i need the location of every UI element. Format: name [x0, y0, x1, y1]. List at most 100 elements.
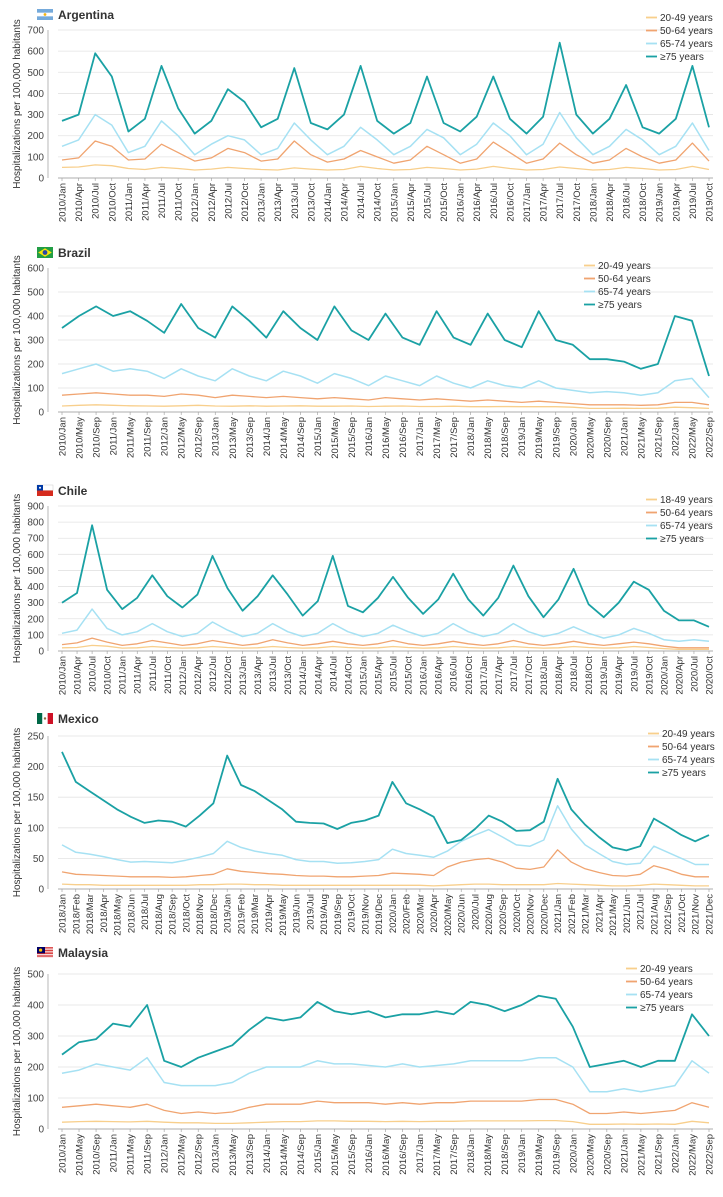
x-tick-label: 2011/May [126, 417, 137, 458]
legend-label: 65-74 years [640, 990, 693, 1001]
x-tick-label: 2019/Jun [292, 894, 303, 933]
x-tick-label: 2018/May [113, 894, 124, 936]
x-tick-label: 2012/Jul [223, 183, 234, 219]
x-tick-label: 2020/Jun [457, 894, 468, 933]
x-tick-label: 2012/Sep [194, 417, 205, 458]
x-tick-label: 2011/Jan [118, 656, 129, 694]
legend-label: 18-49 years [660, 495, 713, 506]
malaysia-flag-icon [37, 947, 53, 958]
x-tick-label: 2012/Jan [178, 656, 189, 695]
x-tick-label: 2015/May [330, 1134, 341, 1176]
x-tick-label: 2010/Apr [73, 656, 84, 695]
y-tick-label: 600 [27, 550, 44, 561]
x-tick-label: 2022/Jan [670, 1134, 681, 1173]
x-tick-label: 2015/Jul [389, 656, 400, 692]
x-tick-label: 2012/Oct [223, 656, 234, 695]
legend-label: 20-49 years [598, 261, 651, 272]
x-tick-label: 2016/May [381, 417, 392, 459]
x-tick-label: 2014/May [279, 1134, 290, 1176]
x-tick-label: 2013/Jan [238, 656, 249, 695]
x-tick-label: 2010/Jul [88, 656, 99, 692]
x-tick-label: 2022/Jan [670, 417, 681, 456]
x-tick-label: 2014/Sep [296, 1134, 307, 1175]
y-tick-label: 100 [27, 152, 44, 163]
flag-band [37, 491, 53, 497]
x-tick-label: 2017/Sep [449, 1134, 460, 1175]
x-tick-label: 2017/Jan [522, 183, 533, 222]
flag-stripe [37, 956, 53, 957]
x-tick-label: 2021/Nov [691, 894, 702, 935]
x-tick-label: 2011/Jul [148, 656, 159, 691]
x-tick-label: 2014/Jan [262, 1134, 273, 1173]
x-tick-label: 2017/Oct [524, 656, 535, 695]
x-tick-label: 2016/Jan [456, 183, 467, 222]
legend-label: 50-64 years [598, 274, 651, 285]
x-tick-label: 2018/Oct [638, 183, 649, 222]
x-tick-label: 2013/Sep [245, 1134, 256, 1175]
x-tick-label: 2011/Sep [143, 417, 154, 457]
x-tick-label: 2018/Apr [605, 183, 616, 222]
x-tick-label: 2021/Mar [581, 894, 592, 934]
y-tick-label: 300 [27, 1032, 44, 1043]
x-tick-label: 2018/Apr [554, 656, 565, 695]
x-tick-label: 2013/May [228, 417, 239, 459]
x-tick-label: 2020/Apr [674, 656, 685, 695]
x-tick-label: 2016/Jul [449, 656, 460, 692]
x-tick-label: 2011/Jan [109, 417, 120, 455]
x-tick-label: 2018/Mar [85, 894, 96, 934]
x-tick-label: 2013/Apr [253, 656, 264, 695]
x-tick-label: 2015/Apr [406, 183, 417, 222]
x-tick-label: 2019/Apr [614, 656, 625, 695]
y-axis-label: Hospitalizations per 100,000 habitants [12, 728, 23, 898]
chart-title: Chile [58, 484, 88, 498]
flag-sun [44, 13, 47, 16]
x-tick-label: 2019/Dec [374, 894, 385, 935]
x-tick-label: 2012/Jul [208, 656, 219, 692]
x-tick-label: 2018/Oct [584, 656, 595, 695]
x-tick-label: 2011/Apr [133, 656, 144, 694]
x-tick-label: 2014/Oct [343, 656, 354, 695]
x-tick-label: 2012/Oct [240, 183, 251, 222]
x-tick-label: 2015/Oct [439, 183, 450, 222]
x-tick-label: 2015/Sep [347, 1134, 358, 1175]
x-tick-label: 2012/Apr [193, 656, 204, 695]
y-tick-label: 700 [27, 26, 44, 37]
flag-star [39, 487, 41, 489]
x-tick-label: 2017/Jan [415, 417, 426, 456]
x-tick-label: 2017/Oct [572, 183, 583, 222]
x-tick-label: 2019/Jan [599, 656, 610, 695]
x-tick-label: 2019/Jul [629, 656, 640, 692]
x-tick-label: 2021/Sep [653, 417, 664, 458]
y-tick-label: 150 [27, 793, 44, 804]
x-tick-label: 2014/Jan [298, 656, 309, 695]
x-tick-label: 2011/Jan [109, 1134, 120, 1172]
x-tick-label: 2018/Jun [126, 894, 137, 933]
x-tick-label: 2011/Oct [174, 183, 185, 221]
y-axis-label: Hospitalizations per 100,000 habitants [12, 255, 23, 425]
x-tick-label: 2014/Jul [328, 656, 339, 692]
x-tick-label: 2012/Jan [160, 1134, 171, 1173]
chile-flag-icon [37, 485, 53, 496]
x-tick-label: 2019/Jul [305, 894, 316, 930]
x-tick-label: 2010/Sep [92, 1134, 103, 1175]
x-tick-label: 2014/Oct [373, 183, 384, 222]
x-tick-label: 2017/Jan [415, 1134, 426, 1173]
x-tick-label: 2014/Jan [262, 417, 273, 456]
y-tick-label: 300 [27, 336, 44, 347]
x-tick-label: 2010/Jan [58, 417, 69, 456]
x-tick-label: 2017/Apr [494, 656, 505, 695]
x-tick-label: 2020/Apr [429, 894, 440, 933]
x-tick-label: 2020/Oct [512, 894, 523, 933]
x-tick-label: 2019/Jan [517, 1134, 528, 1173]
x-tick-label: 2015/Jan [389, 183, 400, 222]
y-tick-label: 400 [27, 1001, 44, 1012]
x-tick-label: 2021/Oct [677, 894, 688, 933]
legend-label: ≥75 years [640, 1003, 684, 1014]
x-tick-label: 2018/Feb [71, 894, 82, 934]
x-tick-label: 2021/Jun [622, 894, 633, 933]
y-tick-label: 500 [27, 68, 44, 79]
